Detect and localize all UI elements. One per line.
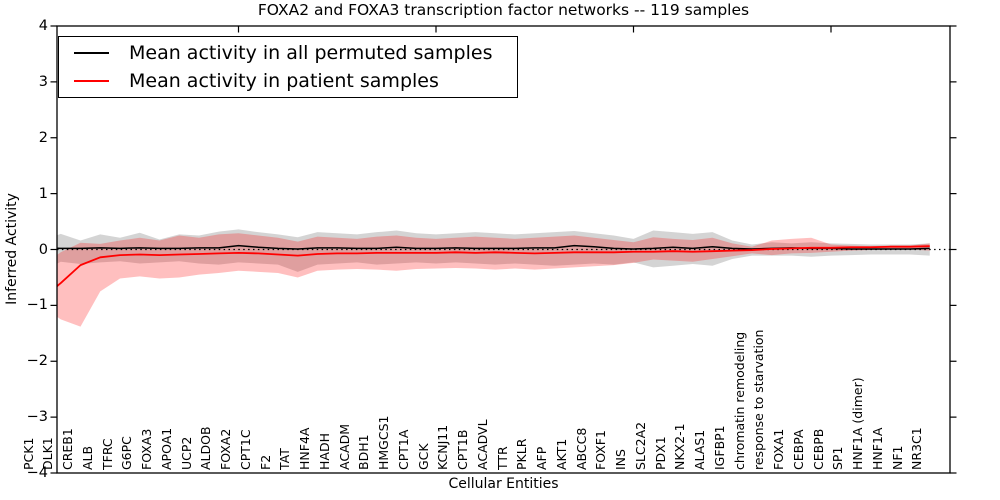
- x-tick-label: G6PC: [119, 436, 135, 470]
- x-tick-label: PKLR: [514, 438, 530, 470]
- x-tick-label: HNF1A: [869, 427, 885, 470]
- y-tick-label: −4: [26, 465, 48, 481]
- x-tick-label: INS: [613, 449, 628, 470]
- x-tick-label: PCK1: [20, 437, 36, 470]
- legend: Mean activity in all permuted samples Me…: [58, 36, 518, 98]
- x-tick-label: NKX2-1: [672, 423, 688, 470]
- patient-mean-line: [57, 245, 930, 288]
- legend-label-permuted: Mean activity in all permuted samples: [129, 42, 493, 64]
- x-tick-label: SP1: [830, 446, 846, 470]
- x-tick-label: CREB1: [60, 428, 75, 470]
- x-tick-label: TAT: [277, 448, 293, 470]
- legend-item-patient: Mean activity in patient samples: [59, 67, 517, 95]
- x-tick-label: ACADM: [336, 423, 352, 470]
- x-tick-label: ACADVL: [474, 419, 490, 470]
- y-tick-label: −1: [26, 297, 48, 314]
- x-axis-label: Cellular Entities: [448, 476, 559, 492]
- legend-line-permuted-samples-icon: [74, 52, 109, 54]
- x-tick-label: FOXA2: [218, 428, 233, 470]
- x-tick-label: CPT1C: [237, 429, 253, 470]
- x-tick-label: APOA1: [158, 427, 174, 470]
- x-tick-label: BDH1: [356, 434, 372, 470]
- x-tick-label: CPT1A: [395, 429, 411, 470]
- y-tick-label: −3: [26, 409, 48, 426]
- y-tick-label: 4: [38, 18, 48, 34]
- x-tick-label: NF1: [889, 445, 905, 471]
- x-tick-label: CPT1B: [455, 429, 470, 470]
- legend-item-permuted: Mean activity in all permuted samples: [59, 39, 517, 67]
- x-tick-label: DLK1: [40, 437, 56, 470]
- y-tick-label: 0: [38, 241, 48, 258]
- x-tick-label: chromatin remodeling: [731, 331, 747, 470]
- permuted-samples-range-band: [57, 229, 930, 272]
- x-tick-label: HADH: [316, 433, 332, 470]
- x-tick-label: GCK: [415, 443, 431, 470]
- x-tick-label: PDX1: [652, 436, 668, 470]
- x-tick-label: HNF1A (dimer): [850, 377, 865, 470]
- x-tick-label: ALB: [79, 445, 95, 470]
- chart-title: FOXA2 and FOXA3 transcription factor net…: [257, 1, 750, 19]
- x-tick-label: FOXA1: [771, 428, 786, 470]
- y-tick-label: 3: [38, 73, 48, 90]
- y-tick-label: −2: [26, 353, 48, 370]
- x-tick-label: HMGCS1: [376, 415, 391, 471]
- x-tick-label: HNF4A: [297, 427, 312, 470]
- y-tick-label: 2: [38, 129, 48, 146]
- x-tick-label: IGFBP1: [711, 425, 727, 470]
- x-tick-label: UCP2: [178, 436, 194, 470]
- x-tick-label: AKT1: [553, 438, 569, 470]
- x-tick-label: ABCC8: [573, 427, 589, 470]
- x-tick-label: ALDOB: [198, 426, 214, 470]
- x-tick-label: F2: [257, 454, 273, 470]
- x-tick-label: KCNJ11: [435, 424, 451, 470]
- x-tick-label: SLC2A2: [632, 421, 648, 470]
- x-tick-label: TFRC: [99, 438, 115, 470]
- x-tick-label: FOXF1: [593, 430, 609, 470]
- legend-label-patient: Mean activity in patient samples: [129, 70, 439, 92]
- patient-samples-range-band: [57, 233, 930, 327]
- x-tick-label: ALAS1: [692, 429, 707, 470]
- x-tick-label: FOXA3: [139, 428, 154, 470]
- x-tick-label: CEBPB: [810, 428, 826, 470]
- x-tick-label: AFP: [534, 446, 549, 470]
- y-tick-label: 1: [38, 185, 48, 202]
- x-tick-label: TTR: [494, 446, 510, 470]
- x-tick-label: CEBPA: [790, 429, 806, 471]
- x-tick-label: response to starvation: [751, 329, 767, 471]
- legend-line-patient-samples-icon: [74, 80, 109, 82]
- x-tick-label: NR3C1: [909, 427, 925, 470]
